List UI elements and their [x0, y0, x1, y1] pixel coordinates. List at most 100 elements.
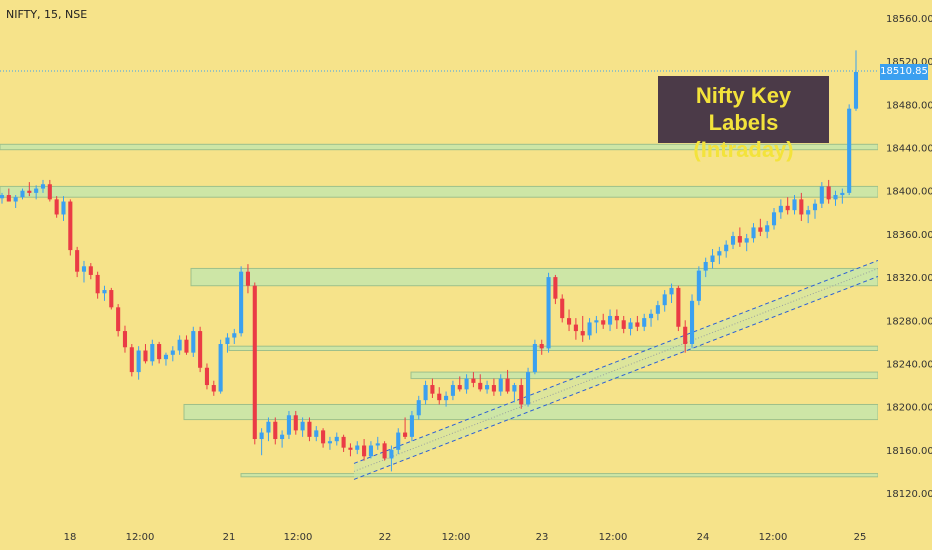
- candle: [778, 199, 783, 219]
- candle: [47, 179, 52, 202]
- candle: [177, 335, 182, 355]
- candle-body: [40, 184, 46, 189]
- candle: [375, 436, 380, 450]
- candle: [792, 195, 797, 215]
- candle: [143, 344, 148, 364]
- candle-body: [143, 350, 148, 362]
- candle-body: [676, 287, 681, 327]
- candle: [157, 341, 162, 364]
- candle-body: [382, 443, 387, 459]
- candle: [683, 320, 688, 353]
- candle: [457, 376, 462, 392]
- candle: [389, 445, 394, 472]
- candle: [382, 441, 387, 461]
- x-tick-label: 24: [697, 532, 710, 543]
- candle: [785, 197, 790, 215]
- candle-body: [68, 201, 73, 251]
- candle-body: [560, 298, 565, 319]
- candle: [765, 220, 770, 239]
- candle-body: [13, 197, 18, 202]
- candle-body: [607, 315, 613, 325]
- candle: [321, 428, 326, 448]
- candle-body: [553, 277, 558, 299]
- candle-body: [225, 337, 230, 345]
- candle-body: [546, 277, 551, 349]
- trend-channel: [353, 259, 879, 480]
- candle-body: [88, 266, 93, 275]
- candle-body: [122, 331, 128, 348]
- candle: [464, 374, 469, 394]
- candle: [635, 315, 640, 332]
- candle-body: [614, 315, 619, 321]
- candle-body: [170, 350, 175, 355]
- candle: [491, 378, 496, 396]
- candle-body: [150, 344, 155, 362]
- candle-body: [662, 294, 667, 306]
- candle-body: [758, 227, 763, 232]
- candle: [853, 50, 859, 111]
- key-level-zone: [240, 473, 879, 478]
- candle: [655, 300, 660, 321]
- key-level-zones: [0, 143, 879, 478]
- candle-body: [689, 300, 695, 345]
- candle-body: [102, 290, 107, 294]
- candle-body: [27, 190, 32, 193]
- candle-body: [389, 449, 394, 459]
- candle-body: [491, 385, 496, 392]
- candle: [109, 287, 114, 310]
- candle-body: [157, 344, 162, 360]
- candle: [368, 441, 373, 459]
- candle: [444, 391, 449, 407]
- candle: [423, 380, 428, 405]
- x-tick-label: 25: [854, 532, 867, 543]
- key-level-zone: [0, 185, 879, 198]
- candle-body: [403, 432, 408, 437]
- candle: [580, 315, 585, 342]
- candle-body: [812, 203, 818, 211]
- candle-body: [409, 415, 414, 437]
- candle-body: [621, 320, 626, 329]
- candle-body: [430, 385, 435, 394]
- candle-body: [730, 236, 736, 245]
- candle: [95, 271, 100, 299]
- candle: [607, 309, 613, 332]
- candle-body: [847, 108, 852, 193]
- y-tick-label: 18440.00: [886, 144, 932, 155]
- candle: [122, 325, 128, 353]
- candle-body: [368, 445, 373, 457]
- candle: [567, 309, 572, 332]
- candle: [88, 263, 93, 280]
- candle-body: [396, 432, 401, 450]
- candle: [806, 205, 811, 224]
- candle: [696, 266, 701, 306]
- candle: [266, 417, 271, 442]
- candle-body: [833, 195, 838, 200]
- x-tick-label: 12:00: [126, 532, 155, 543]
- candle-body: [314, 430, 319, 437]
- candle: [416, 395, 421, 420]
- candle: [314, 426, 319, 442]
- candle: [102, 285, 107, 301]
- candle: [61, 196, 66, 221]
- symbol-label: NIFTY, 15, NSE: [6, 8, 88, 21]
- candle-body: [252, 285, 257, 440]
- candle-body: [198, 331, 203, 368]
- candle: [170, 346, 175, 362]
- candle-body: [129, 347, 134, 373]
- candle: [614, 309, 619, 329]
- candle-body: [594, 320, 599, 323]
- candle-body: [819, 186, 824, 204]
- candle-body: [136, 350, 141, 373]
- candle-body: [273, 421, 278, 440]
- candle-body: [34, 188, 39, 193]
- candle: [847, 104, 852, 196]
- candle-body: [163, 354, 169, 360]
- candle-body: [669, 287, 674, 295]
- candle-body: [280, 434, 285, 440]
- candle-body: [717, 251, 722, 256]
- channel-mid: [353, 267, 879, 472]
- candle-body: [655, 305, 660, 314]
- y-tick-label: 18480.00: [886, 100, 932, 111]
- channel-upper: [353, 259, 879, 464]
